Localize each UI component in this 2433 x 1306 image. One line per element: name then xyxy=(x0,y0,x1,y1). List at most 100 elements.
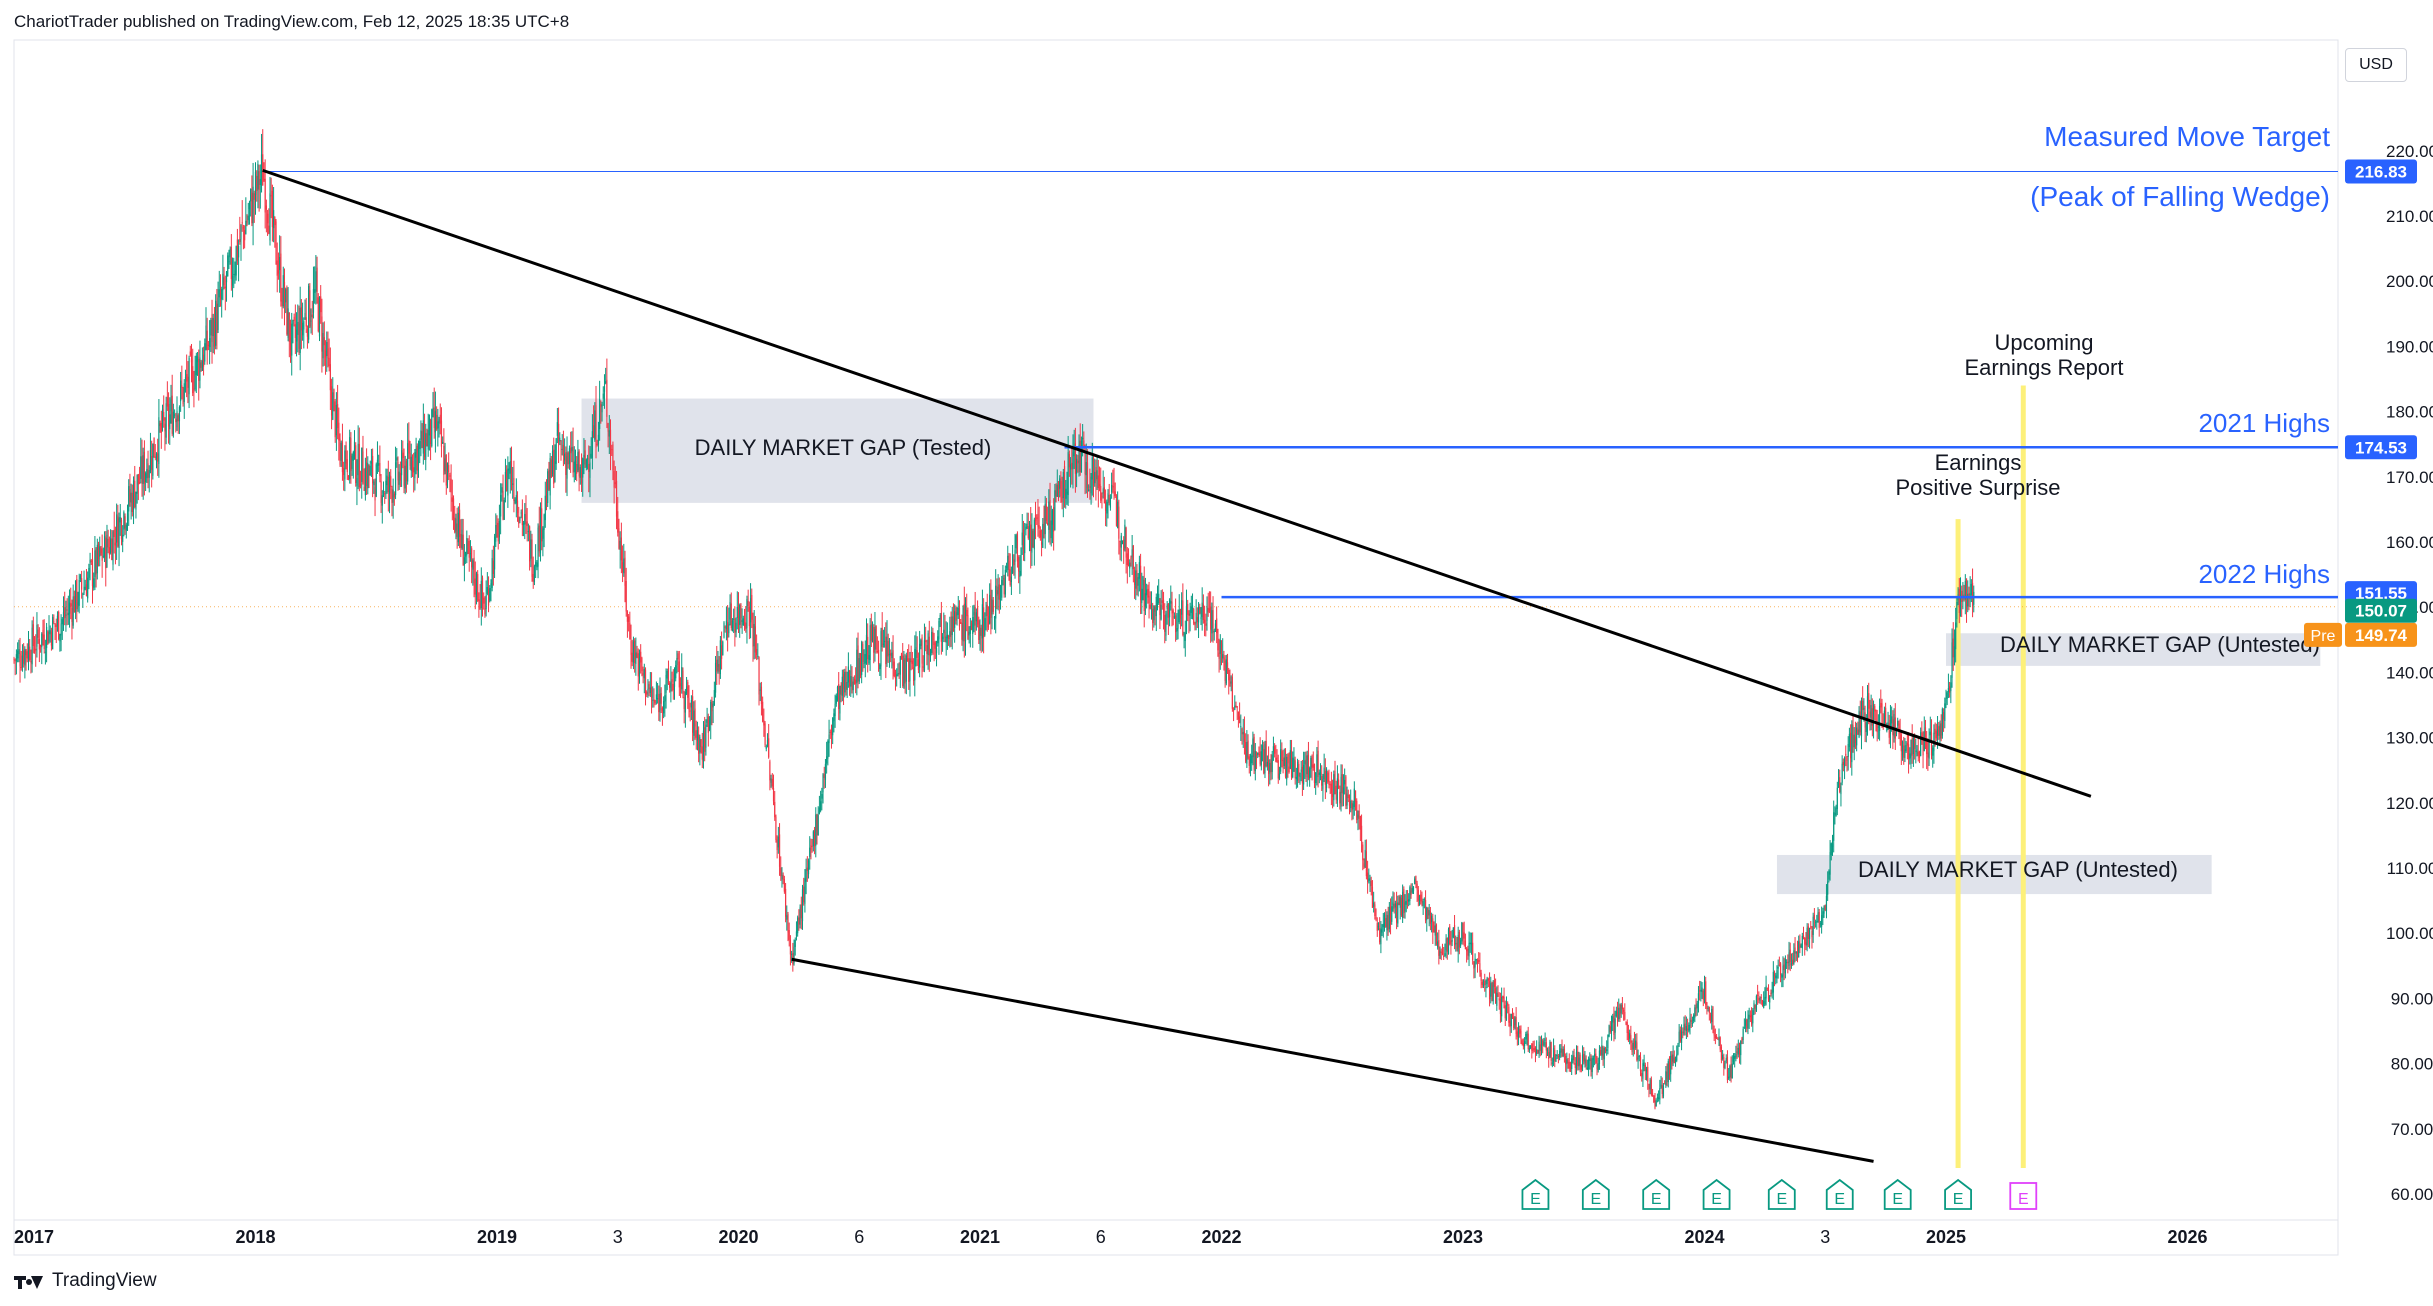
candle-body xyxy=(521,508,523,526)
candle-body xyxy=(584,450,586,465)
candle-body xyxy=(497,523,499,542)
candle-body xyxy=(1219,639,1221,654)
candle-body xyxy=(1516,1031,1518,1037)
candle-body xyxy=(914,649,916,681)
y-axis-tick-label: 130.00 xyxy=(2386,729,2433,748)
candle-body xyxy=(456,523,458,537)
candle-body xyxy=(491,558,493,588)
candle-body xyxy=(1177,624,1179,629)
candle-body xyxy=(985,609,987,617)
candle-body xyxy=(1218,652,1220,659)
candle-body xyxy=(1364,849,1366,868)
candle-body xyxy=(1650,1079,1652,1095)
candle-body xyxy=(1061,496,1063,502)
candle-body xyxy=(20,666,22,668)
candle-body xyxy=(1066,491,1068,494)
candle-body xyxy=(879,664,881,669)
candle-body xyxy=(778,834,781,867)
candle-body xyxy=(1808,927,1811,939)
candle-body xyxy=(1234,705,1236,710)
candle-body xyxy=(1719,1037,1721,1050)
candle-body xyxy=(1269,762,1271,773)
candle-body xyxy=(99,546,101,557)
candle-body xyxy=(1765,985,1767,999)
candle-body xyxy=(227,255,229,277)
candle-body xyxy=(97,544,100,560)
candle-body xyxy=(1580,1065,1582,1070)
candle-body xyxy=(925,640,927,643)
candle-body xyxy=(1055,490,1057,497)
candle-body xyxy=(626,611,629,622)
candle-body xyxy=(23,650,25,664)
candle-body xyxy=(283,281,286,307)
candle-body xyxy=(1779,963,1782,976)
candle-body xyxy=(500,494,502,517)
candle-body xyxy=(393,493,395,498)
candle-body xyxy=(450,478,452,493)
currency-button[interactable]: USD xyxy=(2345,48,2407,82)
earnings-marker-shape xyxy=(1581,1178,1610,1210)
candle-body xyxy=(1859,711,1861,733)
candle-body xyxy=(1108,494,1110,503)
candle-body xyxy=(1557,1056,1559,1058)
candle-body xyxy=(1625,1021,1627,1025)
candle-body xyxy=(1090,476,1092,494)
earnings-marker: E xyxy=(1581,1178,1610,1210)
candle-body xyxy=(1158,593,1160,604)
candle-body xyxy=(1150,605,1153,607)
candle-body xyxy=(631,652,633,662)
candle-body xyxy=(948,635,950,640)
candle-body xyxy=(946,634,948,639)
candle-body xyxy=(1164,614,1166,632)
candle-body xyxy=(1556,1055,1558,1057)
candle-body xyxy=(1711,1009,1713,1023)
candle-body xyxy=(699,736,701,753)
candle-body xyxy=(1609,1026,1611,1033)
candle-body xyxy=(1878,705,1881,731)
candle-body xyxy=(653,699,655,702)
candle-body xyxy=(1010,576,1012,583)
candle-body xyxy=(1893,714,1895,737)
candle-body xyxy=(1409,887,1411,902)
candle-body xyxy=(943,629,945,634)
candle-body xyxy=(1734,1055,1736,1059)
candle-body xyxy=(1014,549,1016,562)
candle-body xyxy=(263,178,265,180)
candle-body xyxy=(410,456,412,471)
candle-body xyxy=(1480,972,1482,982)
candle-body xyxy=(1880,702,1882,708)
candle-body xyxy=(205,325,207,349)
candle-body xyxy=(489,588,491,601)
candle-body xyxy=(1038,525,1040,529)
candle-body xyxy=(234,270,236,278)
candle-body xyxy=(712,703,714,708)
candle-body xyxy=(506,469,508,491)
candle-body xyxy=(451,497,453,502)
candle-body xyxy=(462,534,464,566)
candle-body xyxy=(586,458,589,460)
candle-body xyxy=(1801,935,1803,949)
candle-body xyxy=(1365,851,1367,877)
candle-body xyxy=(113,529,115,537)
candle-body xyxy=(1021,532,1023,546)
candle-body xyxy=(1160,604,1162,620)
candle-body xyxy=(1577,1051,1579,1066)
candle-body xyxy=(632,641,635,663)
candle-body xyxy=(1685,1026,1687,1031)
tradingview-logo[interactable]: TradingView xyxy=(14,1270,157,1292)
candle-body xyxy=(1152,608,1154,624)
candle-body xyxy=(1559,1051,1561,1057)
candle-body xyxy=(56,615,59,626)
candle-body xyxy=(1363,863,1365,867)
candle-body xyxy=(1466,948,1468,952)
candle-body xyxy=(1082,437,1084,440)
candle-body xyxy=(1459,940,1462,946)
candle-body xyxy=(1817,912,1819,923)
candle-body xyxy=(1523,1041,1526,1047)
candle-body xyxy=(161,409,164,428)
candle-body xyxy=(140,456,142,479)
candle-body xyxy=(683,697,685,709)
candle-body xyxy=(810,845,812,850)
candle-body xyxy=(312,288,315,313)
